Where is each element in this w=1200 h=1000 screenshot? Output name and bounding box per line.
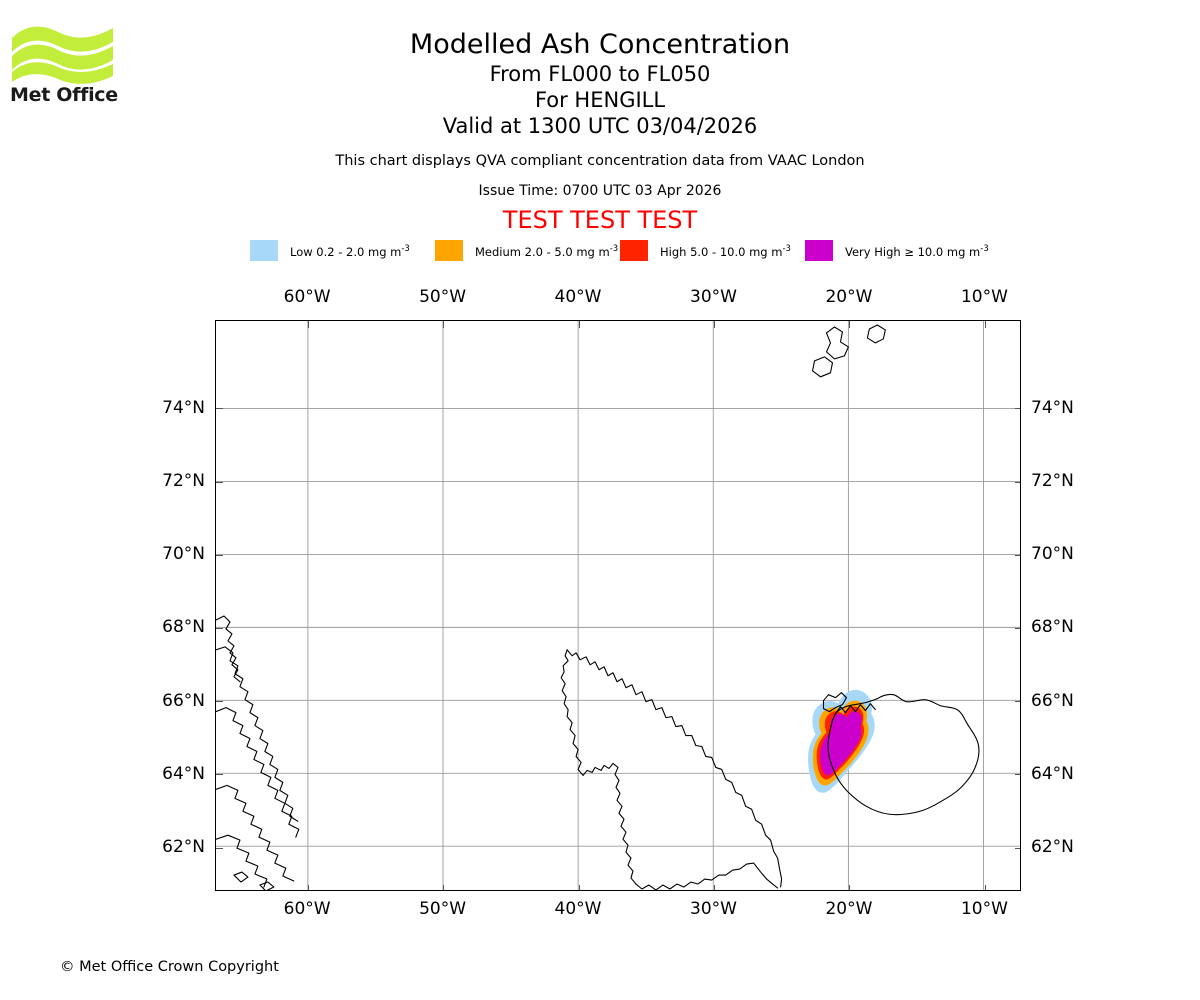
lat-tick-right: 68°N <box>1031 617 1074 638</box>
lat-tick-right: 70°N <box>1031 544 1074 565</box>
lat-tickmark <box>1015 847 1020 849</box>
lat-tickmark <box>1015 481 1020 483</box>
legend-entry-high: High 5.0 - 10.0 mg m-3 <box>620 240 805 261</box>
lon-tickmark <box>578 885 580 890</box>
lon-tick-bottom: 50°W <box>419 899 467 919</box>
lon-tickmark <box>307 885 309 890</box>
lat-tick-right: 74°N <box>1031 397 1074 418</box>
lat-tick-left: 74°N <box>162 397 205 418</box>
met-office-wave-mark <box>12 26 113 84</box>
map-gridlines <box>216 321 1020 890</box>
legend-label-medium: Medium 2.0 - 5.0 mg m-3 <box>475 244 619 259</box>
lon-tickmark <box>307 321 309 328</box>
coastline-path <box>259 881 275 890</box>
lon-tick-bottom: 10°W <box>960 899 1008 919</box>
lon-tick-top: 10°W <box>960 287 1008 307</box>
legend-entry-low: Low 0.2 - 2.0 mg m-3 <box>250 240 435 261</box>
lon-tickmark <box>443 321 445 328</box>
concentration-legend: Low 0.2 - 2.0 mg m-3 Medium 2.0 - 5.0 mg … <box>250 240 990 261</box>
legend-entry-very-high: Very High ≥ 10.0 mg m-3 <box>805 240 990 261</box>
coastline-path <box>822 692 847 713</box>
map-canvas <box>216 321 1020 890</box>
lat-tickmark <box>1015 774 1020 776</box>
lon-tickmark <box>849 885 851 890</box>
lat-tickmark <box>216 847 223 849</box>
lat-tickmark <box>216 774 223 776</box>
lat-tickmark <box>1015 701 1020 703</box>
ash-concentration-map: 60°W 60°W 50°W 50°W 40°W 40°W 30°W 30°W 20°W 20°W… <box>162 287 1074 919</box>
coastline-path <box>216 707 300 838</box>
flight-level-range: From FL000 to FL050 <box>489 62 711 86</box>
lat-tickmark <box>216 481 223 483</box>
met-office-logo: Met Office <box>10 22 120 114</box>
coastline-path <box>834 703 876 715</box>
coastline-path <box>635 862 779 890</box>
coastline-path <box>811 356 834 378</box>
lon-tickmark <box>714 885 715 890</box>
chart-heading: Modelled Ash Concentration From FL000 to… <box>0 0 1200 234</box>
legend-label-very-high: Very High ≥ 10.0 mg m-3 <box>845 244 989 259</box>
lat-tick-left: 66°N <box>162 690 205 711</box>
coastline-path <box>827 693 980 816</box>
valid-time: Valid at 1300 UTC 03/04/2026 <box>442 114 758 138</box>
legend-label-high: High 5.0 - 10.0 mg m-3 <box>660 244 791 259</box>
lat-tick-right: 72°N <box>1031 471 1074 492</box>
lat-tick-left: 64°N <box>162 763 205 784</box>
legend-entry-medium: Medium 2.0 - 5.0 mg m-3 <box>435 240 620 261</box>
lat-tick-right: 66°N <box>1031 690 1074 711</box>
lat-tickmark <box>1015 554 1020 556</box>
lat-tick-left: 70°N <box>162 544 205 565</box>
met-office-logo-text: Met Office <box>10 84 118 106</box>
lon-tickmark <box>578 321 580 328</box>
lon-tickmark <box>984 321 986 328</box>
coastline-path <box>566 649 783 888</box>
coastline-path <box>866 324 886 344</box>
lon-tick-top: 40°W <box>554 287 602 307</box>
coastline-path <box>825 326 849 360</box>
coastlines <box>216 324 980 890</box>
lat-tick-right: 62°N <box>1031 837 1074 858</box>
lat-tickmark <box>216 408 223 410</box>
volcano-name: For HENGILL <box>534 88 666 112</box>
lat-tick-left: 72°N <box>162 471 205 492</box>
copyright-notice: © Met Office Crown Copyright <box>60 959 279 975</box>
coastline-path <box>216 646 299 822</box>
ash-plume <box>808 689 875 793</box>
lat-tickmark <box>216 627 223 629</box>
lon-tick-top: 50°W <box>419 287 467 307</box>
legend-swatch-high <box>620 240 648 261</box>
lon-tickmark <box>443 885 445 890</box>
legend-swatch-low <box>250 240 278 261</box>
lat-tickmark <box>216 554 223 556</box>
coastline-path <box>216 834 268 888</box>
lat-tick-left: 68°N <box>162 617 205 638</box>
map-frame <box>215 320 1021 891</box>
lon-tick-top: 60°W <box>283 287 331 307</box>
qva-subtitle: This chart displays QVA compliant concen… <box>335 153 865 169</box>
coastline-path <box>216 615 241 683</box>
lon-tick-bottom: 40°W <box>554 899 602 919</box>
lon-tick-bottom: 20°W <box>825 899 873 919</box>
coastline-path <box>233 871 249 883</box>
page-title: Modelled Ash Concentration <box>409 29 791 60</box>
coastline-path <box>216 784 295 882</box>
issue-time: Issue Time: 0700 UTC 03 Apr 2026 <box>478 183 722 199</box>
lat-tick-left: 62°N <box>162 837 205 858</box>
lon-tickmark <box>714 321 715 328</box>
legend-swatch-very-high <box>805 240 833 261</box>
lon-tick-top: 30°W <box>690 287 737 307</box>
legend-label-low: Low 0.2 - 2.0 mg m-3 <box>290 244 410 259</box>
lon-tick-bottom: 60°W <box>283 899 331 919</box>
coastline-path <box>560 649 637 885</box>
lon-tickmark <box>984 885 986 890</box>
lon-tick-top: 20°W <box>825 287 873 307</box>
legend-swatch-medium <box>435 240 463 261</box>
lat-tickmark <box>1015 627 1020 629</box>
lon-tickmark <box>849 321 851 328</box>
lon-tick-bottom: 30°W <box>690 899 737 919</box>
lat-tick-right: 64°N <box>1031 763 1074 784</box>
lat-tickmark <box>216 701 223 703</box>
lat-tickmark <box>1015 408 1020 410</box>
test-banner: TEST TEST TEST <box>502 206 698 234</box>
